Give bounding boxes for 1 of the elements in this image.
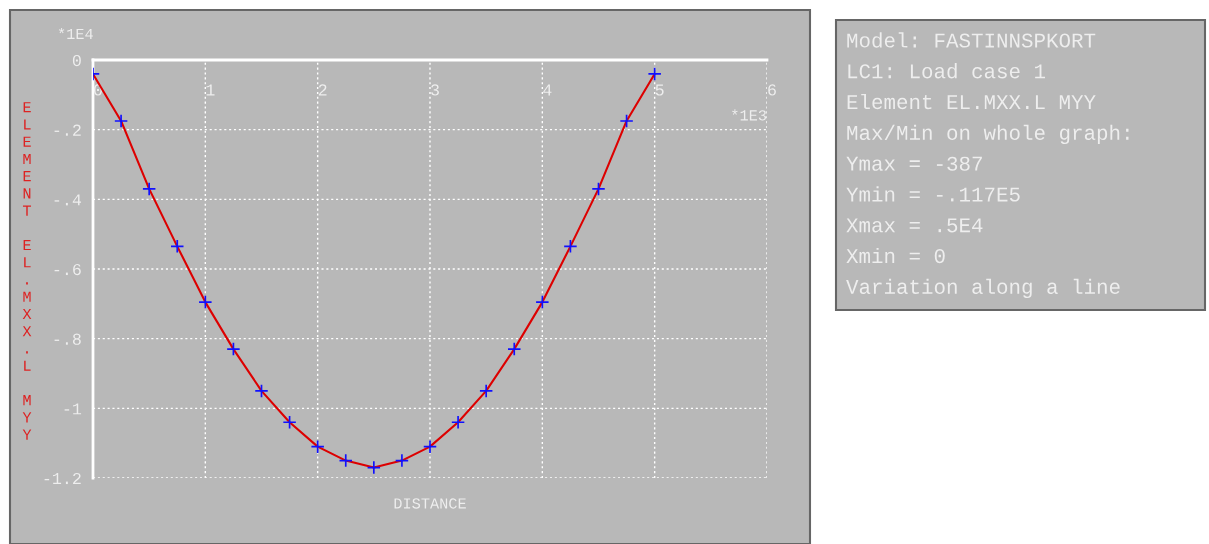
text: ELEMENT EL.MXX.L MYY (22, 102, 32, 440)
